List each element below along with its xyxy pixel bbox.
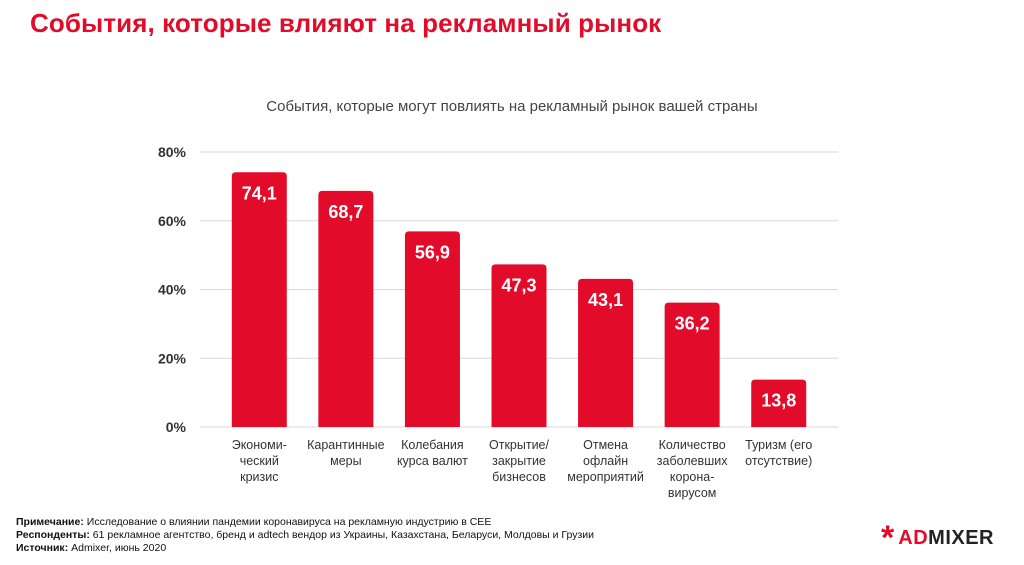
x-tick-label: курса валют: [397, 454, 468, 468]
x-tick-label: офлайн: [583, 454, 628, 468]
bar: [751, 379, 807, 427]
x-tick-label: ческий: [240, 454, 279, 468]
x-tick-label: Экономи-: [232, 438, 287, 452]
x-tick-label: Колебания: [401, 438, 464, 452]
x-tick-label: Открытие/: [489, 438, 550, 452]
y-tick-label: 0%: [166, 419, 187, 435]
bar-value-label: 47,3: [501, 275, 536, 295]
x-tick-label: корона-: [670, 470, 714, 484]
bar-value-label: 68,7: [328, 202, 363, 222]
x-tick-label: мероприятий: [567, 470, 644, 484]
x-tick-label: закрытие: [492, 454, 546, 468]
bar: [664, 302, 720, 427]
footer-respondents: Респонденты: 61 рекламное агентство, бре…: [16, 529, 595, 541]
bar-value-label: 36,2: [675, 314, 710, 334]
x-tick-label: вирусом: [668, 486, 716, 500]
y-tick-label: 40%: [158, 282, 187, 298]
bar: [404, 231, 460, 427]
x-tick-label: отсутствие): [745, 454, 812, 468]
bar-value-label: 74,1: [242, 183, 277, 203]
chart: События, которые могут повлиять на рекла…: [158, 98, 838, 500]
x-tick-label: бизнесов: [492, 470, 546, 484]
x-tick-label: кризис: [240, 470, 278, 484]
bar-value-label: 43,1: [588, 290, 623, 310]
logo-text: ADMIXER: [898, 526, 994, 549]
x-tick-label: Карантинные: [307, 438, 385, 452]
y-tick-label: 20%: [158, 350, 187, 366]
admixer-logo: * ADMIXER: [881, 519, 994, 557]
footer-source: Источник: Admixer, июнь 2020: [16, 542, 167, 554]
y-tick-label: 80%: [158, 144, 187, 160]
y-tick-label: 60%: [158, 213, 187, 229]
asterisk-icon: *: [881, 519, 895, 557]
bar: [491, 264, 547, 427]
footer-note: Примечание: Исследование о влиянии панде…: [16, 516, 492, 528]
bar-value-label: 56,9: [415, 242, 450, 262]
chart-title: События, которые могут повлиять на рекла…: [266, 98, 758, 115]
x-tick-label: заболевших: [657, 454, 728, 468]
footer: Примечание: Исследование о влиянии панде…: [16, 516, 594, 555]
bar: [318, 190, 374, 427]
x-tick-label: Отмена: [583, 438, 628, 452]
x-tick-label: Туризм (его: [745, 438, 812, 452]
x-tick-label: Количество: [659, 438, 726, 452]
x-tick-label: меры: [330, 454, 361, 468]
page-title: События, которые влияют на рекламный рын…: [30, 8, 662, 38]
bar-chart-svg: 0% 20% 40% 60% 80% 74,1 Экономи-ческий кризис 68…: [158, 144, 838, 500]
bar: [231, 172, 287, 427]
bar: [578, 278, 634, 427]
bar-value-label: 13,8: [761, 391, 796, 411]
